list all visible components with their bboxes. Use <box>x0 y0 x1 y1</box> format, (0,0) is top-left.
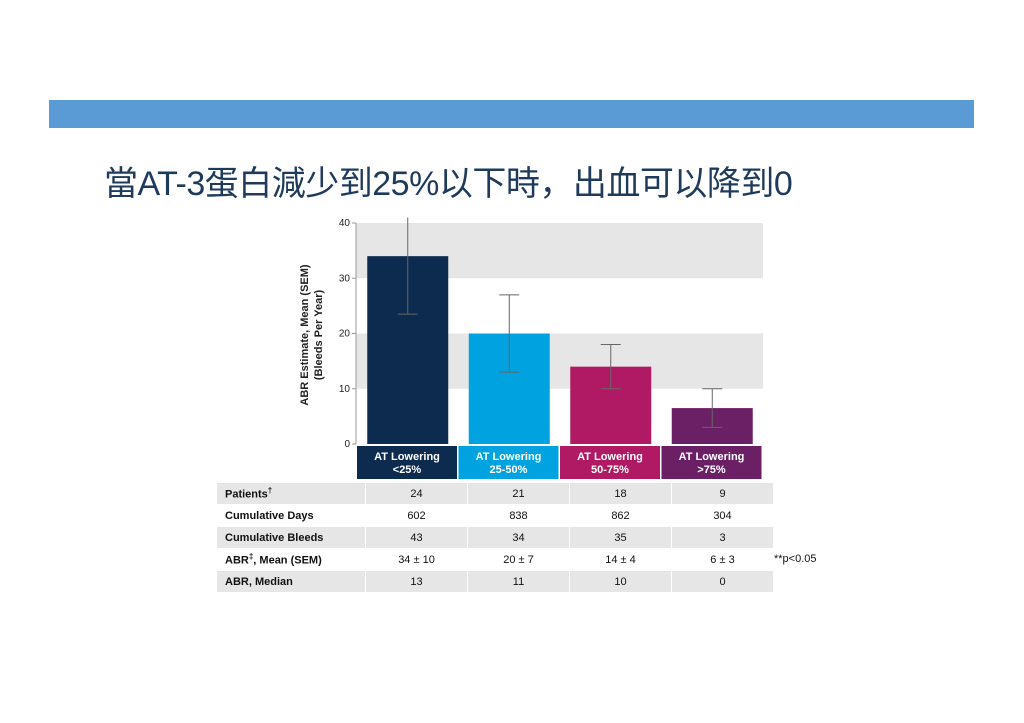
row-label-text: Cumulative Bleeds <box>225 531 324 544</box>
table-row: Patients† 24 21 18 9 <box>216 482 774 505</box>
category-label-line2: 25-50% <box>490 464 528 476</box>
table-cell: 21 <box>467 482 570 505</box>
table-cell: 34 ± 10 <box>365 548 468 571</box>
table-cell: 838 <box>467 504 570 527</box>
row-label: ABR, Median <box>216 570 366 593</box>
row-label-suffix: , Mean (SEM) <box>253 554 322 567</box>
table-cell: 20 ± 7 <box>467 548 570 571</box>
category-label-line1: AT Lowering <box>476 451 542 463</box>
table-cell: 6 ± 3 <box>671 548 774 571</box>
category-label-line2: >75% <box>697 464 726 476</box>
row-label: Patients† <box>216 482 366 505</box>
y-tick-label: 20 <box>339 329 351 340</box>
category-label-box <box>661 446 762 479</box>
table-cell: 0 <box>671 570 774 593</box>
category-label-line2: <25% <box>393 464 422 476</box>
footnote-marker: † <box>267 486 273 496</box>
row-label-text: Patients <box>225 488 268 501</box>
table-cell: 13 <box>365 570 468 593</box>
table-cell: 304 <box>671 504 774 527</box>
y-tick-label: 0 <box>344 439 350 450</box>
row-label: Cumulative Bleeds <box>216 526 366 549</box>
category-label-box <box>560 446 660 479</box>
table-cell: 34 <box>467 526 570 549</box>
table-cell: 9 <box>671 482 774 505</box>
category-label-line1: AT Lowering <box>679 451 745 463</box>
row-label-text: ABR, Median <box>225 575 293 588</box>
row-label-text: Cumulative Days <box>225 509 314 522</box>
y-axis-label-line2: (Bleeds Per Year) <box>313 290 325 381</box>
row-label: ABR‡, Mean (SEM) <box>216 548 366 571</box>
category-label-box <box>357 446 457 479</box>
y-tick-label: 30 <box>339 273 351 284</box>
table-cell: 35 <box>569 526 672 549</box>
table-cell: 3 <box>671 526 774 549</box>
row-label-text: ABR <box>225 554 249 567</box>
y-axis-label-line1: ABR Estimate, Mean (SEM) <box>299 264 311 406</box>
table-cell: 11 <box>467 570 570 593</box>
table-cell: 602 <box>365 504 468 527</box>
table-row: ABR, Median 13 11 10 0 <box>216 570 774 593</box>
table-cell: 10 <box>569 570 672 593</box>
abr-summary-table: Patients† 24 21 18 9 Cumulative Days 602 838 862… <box>216 482 774 593</box>
y-tick-label: 40 <box>339 218 351 229</box>
footnote-marker: ‡ <box>248 552 254 562</box>
table-row: Cumulative Days 602 838 862 304 <box>216 504 774 527</box>
category-label-line1: AT Lowering <box>577 451 643 463</box>
category-label-line1: AT Lowering <box>374 451 440 463</box>
table-cell: 43 <box>365 526 468 549</box>
category-label-box <box>458 446 559 479</box>
slide-title: 當AT-3蛋白減少到25%以下時，出血可以降到0 <box>104 165 793 203</box>
table-cell: 14 ± 4 <box>569 548 672 571</box>
title-accent-bar <box>49 100 974 128</box>
category-label-line2: 50-75% <box>591 464 629 476</box>
p-value-note: **p<0.05 <box>774 553 817 565</box>
table-cell: 862 <box>569 504 672 527</box>
row-label: Cumulative Days <box>216 504 366 527</box>
table-row: Cumulative Bleeds 43 34 35 3 <box>216 526 774 549</box>
table-cell: 18 <box>569 482 672 505</box>
table-cell: 24 <box>365 482 468 505</box>
y-tick-label: 10 <box>339 384 351 395</box>
